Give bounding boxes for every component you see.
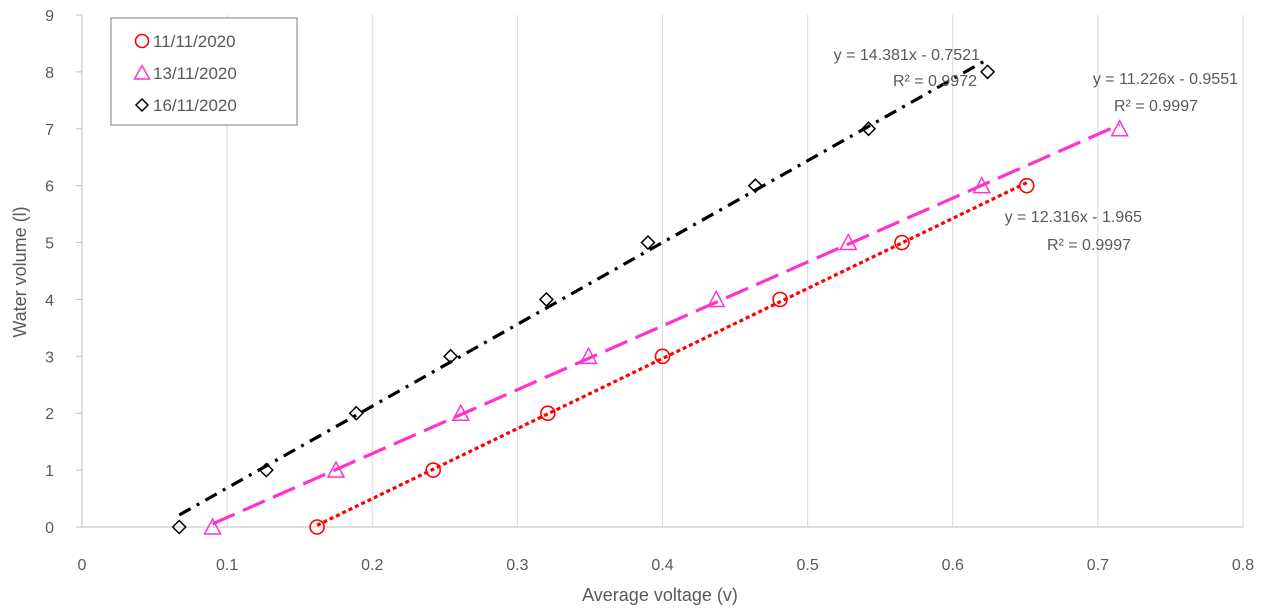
tick-labels: 0 0.1 0.2 0.3 0.4 0.5 0.6 0.7 0.8 0 1 2 3 4 5 6 7 8 9 <box>45 8 1254 574</box>
axes <box>76 14 1243 528</box>
data-point-diamond <box>538 291 554 308</box>
data-point-circle <box>772 291 788 308</box>
data-point-triangle <box>839 232 858 251</box>
legend-label-16-11: 16/11/2020 <box>153 96 237 115</box>
data-point-triangle <box>972 176 992 194</box>
data-point-circle <box>894 234 910 251</box>
data-point-diamond <box>980 64 996 80</box>
x-axis-title: Average voltage (v) <box>582 585 738 605</box>
x-tick-label: 0 <box>78 557 87 574</box>
data-point-circle <box>309 519 325 535</box>
data-point-circle <box>425 462 442 478</box>
data-point-diamond <box>171 519 187 535</box>
legend-box <box>110 17 298 126</box>
r2-label-16-11: R² = 0.9972 <box>893 73 977 90</box>
r2-label-11-11: R² = 0.9997 <box>1047 237 1131 254</box>
legend-label-11-11: 11/11/2020 <box>153 32 236 51</box>
y-tick-label: 2 <box>45 406 54 423</box>
data-point-triangle <box>203 517 222 535</box>
data-points <box>171 64 1129 535</box>
data-point-diamond <box>443 348 459 364</box>
y-tick-label: 8 <box>45 65 54 82</box>
data-point-triangle <box>451 403 471 421</box>
legend: 11/11/2020 13/11/2020 16/11/2020 <box>110 17 298 126</box>
data-point-diamond <box>348 405 364 421</box>
y-tick-label: 0 <box>45 520 54 537</box>
y-tick-label: 3 <box>45 349 54 366</box>
gridlines <box>226 15 1244 527</box>
data-point-diamond <box>258 462 274 478</box>
trendline-series-1 <box>211 123 1121 526</box>
y-tick-label: 9 <box>45 8 54 25</box>
x-tick-label: 0.4 <box>651 557 673 574</box>
equation-label-16-11: y = 14.381x - 0.7521 <box>834 47 980 64</box>
y-tick-label: 7 <box>45 122 54 139</box>
data-point-triangle <box>1110 119 1129 137</box>
legend-marker-triangle <box>133 63 151 80</box>
x-tick-label: 0.6 <box>942 557 964 574</box>
trendlines <box>178 57 1121 527</box>
y-tick-label: 6 <box>45 179 54 196</box>
data-point-diamond <box>747 178 763 194</box>
data-point-diamond <box>861 121 877 137</box>
x-tick-label: 0.5 <box>797 557 819 574</box>
data-point-circle <box>1018 177 1035 194</box>
x-tick-label: 0.8 <box>1232 557 1254 574</box>
data-point-triangle <box>706 289 726 308</box>
y-tick-label: 1 <box>45 463 54 480</box>
data-point-circle <box>654 348 671 365</box>
y-tick-label: 4 <box>45 292 54 309</box>
data-point-diamond <box>640 234 656 251</box>
equation-label-11-11: y = 12.316x - 1.965 <box>1005 209 1143 226</box>
x-tick-label: 0.3 <box>506 557 528 574</box>
equation-label-13-11: y = 11.226x - 0.9551 <box>1093 71 1238 88</box>
data-point-triangle <box>579 346 598 365</box>
legend-marker-circle <box>134 33 150 49</box>
y-tick-label: 5 <box>45 236 54 253</box>
trendline-series-2 <box>178 57 989 517</box>
trendline-series-0 <box>316 181 1028 527</box>
x-tick-label: 0.2 <box>361 557 383 574</box>
x-tick-label: 0.1 <box>216 557 238 574</box>
data-point-circle <box>540 405 556 422</box>
legend-marker-diamond <box>134 97 150 113</box>
x-tick-label: 0.7 <box>1087 557 1109 574</box>
data-point-triangle <box>326 460 346 478</box>
y-axis-title: Water volume (l) <box>10 206 30 337</box>
r2-label-13-11: R² = 0.9997 <box>1114 98 1198 115</box>
legend-label-13-11: 13/11/2020 <box>153 64 237 83</box>
